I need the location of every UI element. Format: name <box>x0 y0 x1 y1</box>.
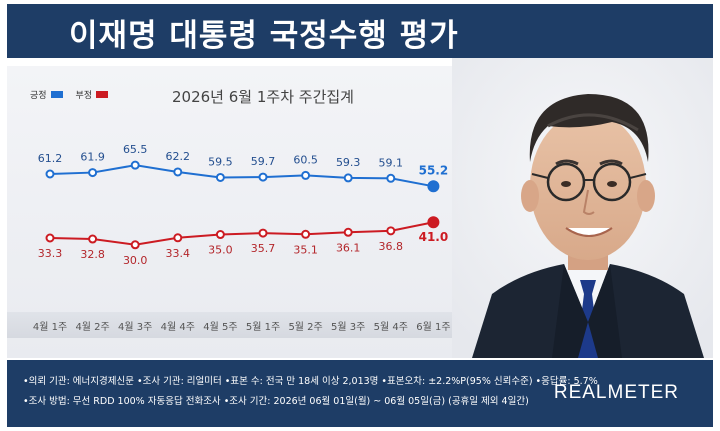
page-title: 이재명 대통령 국정수행 평가 <box>69 18 459 54</box>
x-tick-label-1: 4월 2주 <box>75 322 110 333</box>
data-label-negative-3: 33.4 <box>166 247 191 260</box>
data-label-negative-7: 36.1 <box>336 241 361 254</box>
legend-item-positive: 긍정 <box>30 88 63 101</box>
data-point-positive-7 <box>343 173 353 183</box>
data-label-positive-5: 59.7 <box>251 155 276 168</box>
chart-subtitle: 2026년 6월 1주차 주간집계 <box>172 88 354 106</box>
data-point-negative-9 <box>427 216 440 229</box>
data-label-negative-9: 41.0 <box>419 230 449 244</box>
data-point-negative-0 <box>45 233 55 243</box>
data-point-negative-5 <box>258 228 268 238</box>
data-point-positive-4 <box>215 172 225 182</box>
legend: 긍정 부정 <box>30 88 118 101</box>
legend-swatch-negative <box>96 91 108 98</box>
legend-label-positive: 긍정 <box>30 91 47 101</box>
x-tick-label-3: 4월 4주 <box>160 322 195 333</box>
data-label-positive-3: 62.2 <box>166 150 191 163</box>
x-axis-band <box>7 312 467 338</box>
x-tick-label-0: 4월 1주 <box>32 322 68 333</box>
x-tick-label-6: 5월 2주 <box>288 322 323 333</box>
series-line-negative <box>49 221 434 246</box>
data-label-negative-4: 35.0 <box>208 244 233 257</box>
data-label-positive-0: 61.2 <box>38 152 63 165</box>
legend-item-negative: 부정 <box>75 88 108 101</box>
legend-label-negative: 부정 <box>75 91 92 101</box>
footer: •의뢰 기관: 에너지경제신문 •조사 기관: 리얼미터 •표본 수: 전국 만… <box>7 360 713 427</box>
line-chart: 61.2 61.9 65.5 62.2 59.5 59.7 60.5 59.3 59.1 55.2… <box>38 143 449 267</box>
data-label-positive-4: 59.5 <box>208 155 233 168</box>
data-point-positive-8 <box>386 173 396 183</box>
portrait-illustration <box>452 58 713 358</box>
footer-method-info: •조사 방법: 무선 RDD 100% 자동응답 전화조사 •조사 기간: 20… <box>23 396 529 407</box>
footer-survey-info: •의뢰 기관: 에너지경제신문 •조사 기관: 리얼미터 •표본 수: 전국 만… <box>23 376 598 387</box>
data-point-negative-4 <box>215 230 225 240</box>
data-label-negative-5: 35.7 <box>251 242 276 255</box>
data-point-positive-0 <box>45 169 55 179</box>
data-point-positive-2 <box>130 160 140 170</box>
president-portrait <box>452 58 713 358</box>
x-tick-label-4: 4월 5주 <box>203 322 238 333</box>
data-point-negative-7 <box>343 227 353 237</box>
data-point-positive-9 <box>427 180 440 193</box>
data-point-negative-2 <box>130 240 140 250</box>
title-bar: 이재명 대통령 국정수행 평가 <box>7 4 713 58</box>
data-label-positive-8: 59.1 <box>379 156 404 169</box>
x-tick-label-8: 5월 4주 <box>373 322 408 333</box>
data-label-negative-6: 35.1 <box>293 243 318 256</box>
data-point-negative-8 <box>386 226 396 236</box>
x-tick-label-2: 4월 3주 <box>118 322 153 333</box>
data-point-negative-6 <box>301 229 311 239</box>
x-tick-label-5: 5월 1주 <box>245 322 281 333</box>
data-label-negative-0: 33.3 <box>38 247 63 260</box>
data-point-positive-5 <box>258 172 268 182</box>
data-label-positive-7: 59.3 <box>336 156 361 169</box>
data-label-negative-1: 32.8 <box>80 248 105 261</box>
data-label-positive-6: 60.5 <box>293 153 318 166</box>
x-tick-label-9: 6월 1주 <box>416 322 451 333</box>
data-label-negative-2: 30.0 <box>123 254 148 267</box>
data-label-positive-2: 65.5 <box>123 143 148 156</box>
realmeter-logo: REALMETER <box>553 382 679 403</box>
data-label-positive-9: 55.2 <box>419 163 449 177</box>
data-point-positive-6 <box>301 170 311 180</box>
data-point-positive-3 <box>173 167 183 177</box>
data-label-positive-1: 61.9 <box>80 151 105 164</box>
data-point-negative-3 <box>173 233 183 243</box>
data-point-positive-1 <box>88 168 98 178</box>
data-point-negative-1 <box>88 234 98 244</box>
legend-swatch-positive <box>50 91 63 98</box>
data-label-negative-8: 36.8 <box>379 240 404 253</box>
x-tick-label-7: 5월 3주 <box>331 322 366 333</box>
series-line-positive <box>49 164 434 188</box>
